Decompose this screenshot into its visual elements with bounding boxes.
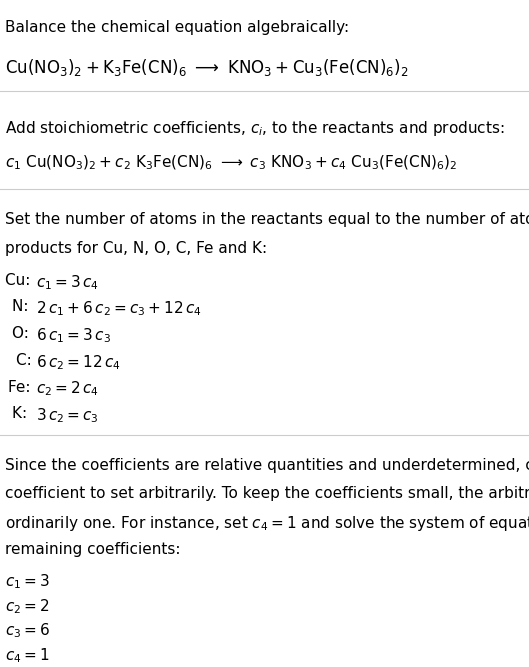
Text: $3\,c_2 = c_3$: $3\,c_2 = c_3$ — [36, 406, 99, 425]
Text: remaining coefficients:: remaining coefficients: — [5, 542, 181, 557]
Text: products for Cu, N, O, C, Fe and K:: products for Cu, N, O, C, Fe and K: — [5, 241, 268, 255]
Text: $6\,c_2 = 12\,c_4$: $6\,c_2 = 12\,c_4$ — [36, 353, 121, 372]
Text: C:: C: — [16, 353, 37, 368]
Text: ordinarily one. For instance, set $c_4 = 1$ and solve the system of equations fo: ordinarily one. For instance, set $c_4 =… — [5, 514, 529, 533]
Text: Add stoichiometric coefficients, $c_i$, to the reactants and products:: Add stoichiometric coefficients, $c_i$, … — [5, 119, 505, 138]
Text: $c_1 = 3$: $c_1 = 3$ — [5, 572, 50, 591]
Text: Fe:: Fe: — [8, 380, 35, 394]
Text: Set the number of atoms in the reactants equal to the number of atoms in the: Set the number of atoms in the reactants… — [5, 212, 529, 227]
Text: $\mathrm{Cu(NO_3)_2 + K_3Fe(CN)_6 \ \longrightarrow \ KNO_3 + Cu_3(Fe(CN)_6)_2}$: $\mathrm{Cu(NO_3)_2 + K_3Fe(CN)_6 \ \lon… — [5, 57, 409, 77]
Text: $c_1 = 3\,c_4$: $c_1 = 3\,c_4$ — [36, 273, 99, 291]
Text: Since the coefficients are relative quantities and underdetermined, choose a: Since the coefficients are relative quan… — [5, 458, 529, 473]
Text: $c_1\ \mathrm{Cu(NO_3)_2} + c_2\ \mathrm{K_3Fe(CN)_6} \ \longrightarrow \ c_3\ \: $c_1\ \mathrm{Cu(NO_3)_2} + c_2\ \mathrm… — [5, 154, 458, 173]
Text: $c_2 = 2\,c_4$: $c_2 = 2\,c_4$ — [36, 380, 99, 398]
Text: N:: N: — [12, 299, 33, 314]
Text: $2\,c_1 + 6\,c_2 = c_3 + 12\,c_4$: $2\,c_1 + 6\,c_2 = c_3 + 12\,c_4$ — [36, 299, 202, 318]
Text: coefficient to set arbitrarily. To keep the coefficients small, the arbitrary va: coefficient to set arbitrarily. To keep … — [5, 486, 529, 501]
Text: K:: K: — [12, 406, 32, 421]
Text: Balance the chemical equation algebraically:: Balance the chemical equation algebraica… — [5, 20, 350, 35]
Text: $c_4 = 1$: $c_4 = 1$ — [5, 646, 50, 665]
Text: $c_3 = 6$: $c_3 = 6$ — [5, 622, 50, 640]
Text: $6\,c_1 = 3\,c_3$: $6\,c_1 = 3\,c_3$ — [36, 326, 111, 345]
Text: Cu:: Cu: — [5, 273, 35, 287]
Text: $c_2 = 2$: $c_2 = 2$ — [5, 597, 50, 616]
Text: O:: O: — [12, 326, 33, 341]
